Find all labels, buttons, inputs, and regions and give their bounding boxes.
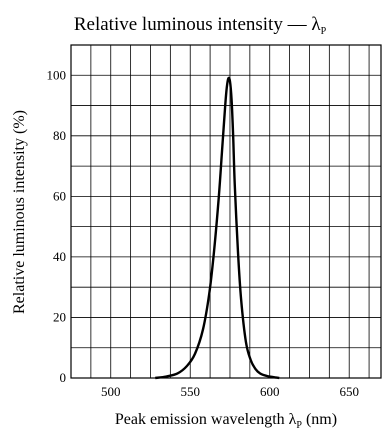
chart-title: Relative luminous intensity — λP xyxy=(74,14,327,37)
x-tick-label: 550 xyxy=(180,384,200,399)
x-axis-label: Peak emission wavelength λP (nm) xyxy=(115,411,337,431)
y-tick-label: 20 xyxy=(53,309,66,324)
series-line xyxy=(155,76,280,380)
tick-labels: 500 550 600 650 0 20 40 60 80 100 xyxy=(47,67,359,399)
plot-frame xyxy=(70,44,382,379)
grid-lines xyxy=(71,45,381,378)
x-tick-label: 600 xyxy=(260,384,280,399)
y-tick-label: 0 xyxy=(60,370,67,385)
x-tick-label: 500 xyxy=(101,384,121,399)
y-tick-label: 60 xyxy=(53,188,66,203)
y-tick-label: 40 xyxy=(53,249,66,264)
x-tick-label: 650 xyxy=(339,384,359,399)
y-axis-label: Relative luminous intensity (%) xyxy=(11,110,28,314)
y-tick-label: 100 xyxy=(47,67,67,82)
series-layer xyxy=(155,76,280,380)
y-tick-label: 80 xyxy=(53,128,66,143)
